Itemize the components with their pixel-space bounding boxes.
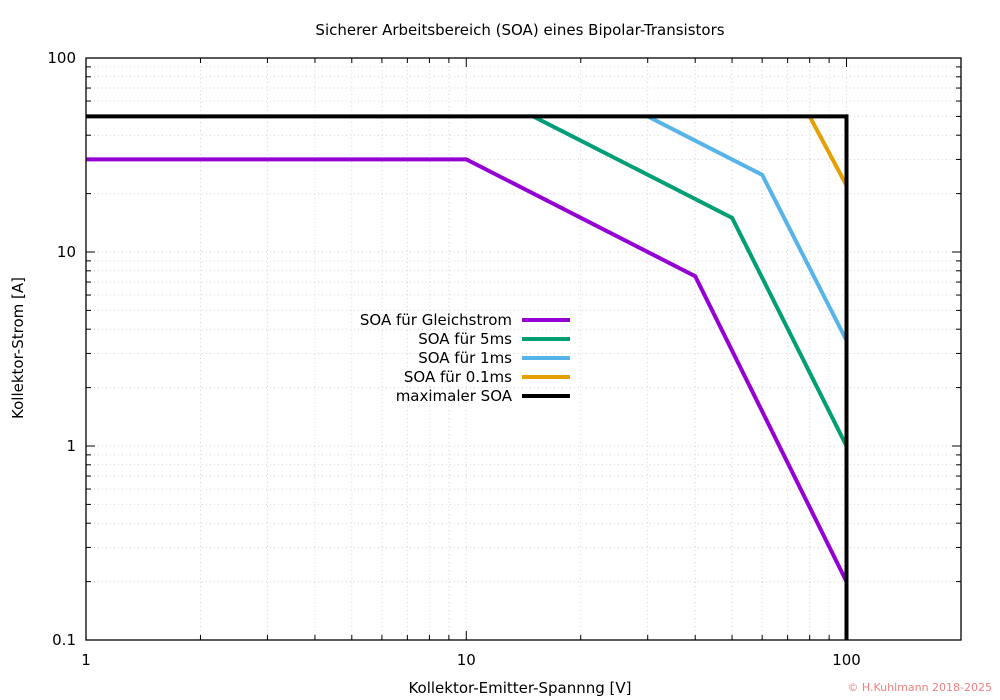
y-tick-label: 0.1	[52, 631, 76, 649]
series-line-5	[86, 114, 849, 640]
series-line-1	[86, 157, 849, 583]
legend-label-5: maximaler SOA	[396, 387, 513, 405]
y-tick-label: 100	[47, 49, 76, 67]
series-lines	[86, 114, 849, 640]
series-line-4	[807, 115, 849, 187]
legend-label-1: SOA für Gleichstrom	[360, 311, 512, 329]
legend-label-3: SOA für 1ms	[418, 349, 512, 367]
x-tick-label: 10	[457, 651, 476, 669]
x-tick-label: 1	[81, 651, 91, 669]
series-line-2	[532, 114, 849, 447]
series-line-3	[646, 114, 849, 342]
axis-ticks: 1 10 100 0.1 1 10 100	[47, 49, 962, 669]
x-tick-label: 100	[832, 651, 861, 669]
y-tick-label: 1	[66, 437, 76, 455]
x-axis-label: Kollektor-Emitter-Spannng [V]	[408, 679, 631, 697]
legend-label-4: SOA für 0.1ms	[404, 368, 512, 386]
y-tick-label: 10	[57, 243, 76, 261]
legend-label-2: SOA für 5ms	[418, 330, 512, 348]
copyright-credit: © H.Kuhlmann 2018-2025	[847, 681, 992, 694]
plot-frame	[85, 57, 962, 641]
chart-title: Sicherer Arbeitsbereich (SOA) eines Bipo…	[315, 21, 724, 39]
grid	[86, 58, 962, 640]
y-axis-label: Kollektor-Strom [A]	[9, 277, 27, 419]
